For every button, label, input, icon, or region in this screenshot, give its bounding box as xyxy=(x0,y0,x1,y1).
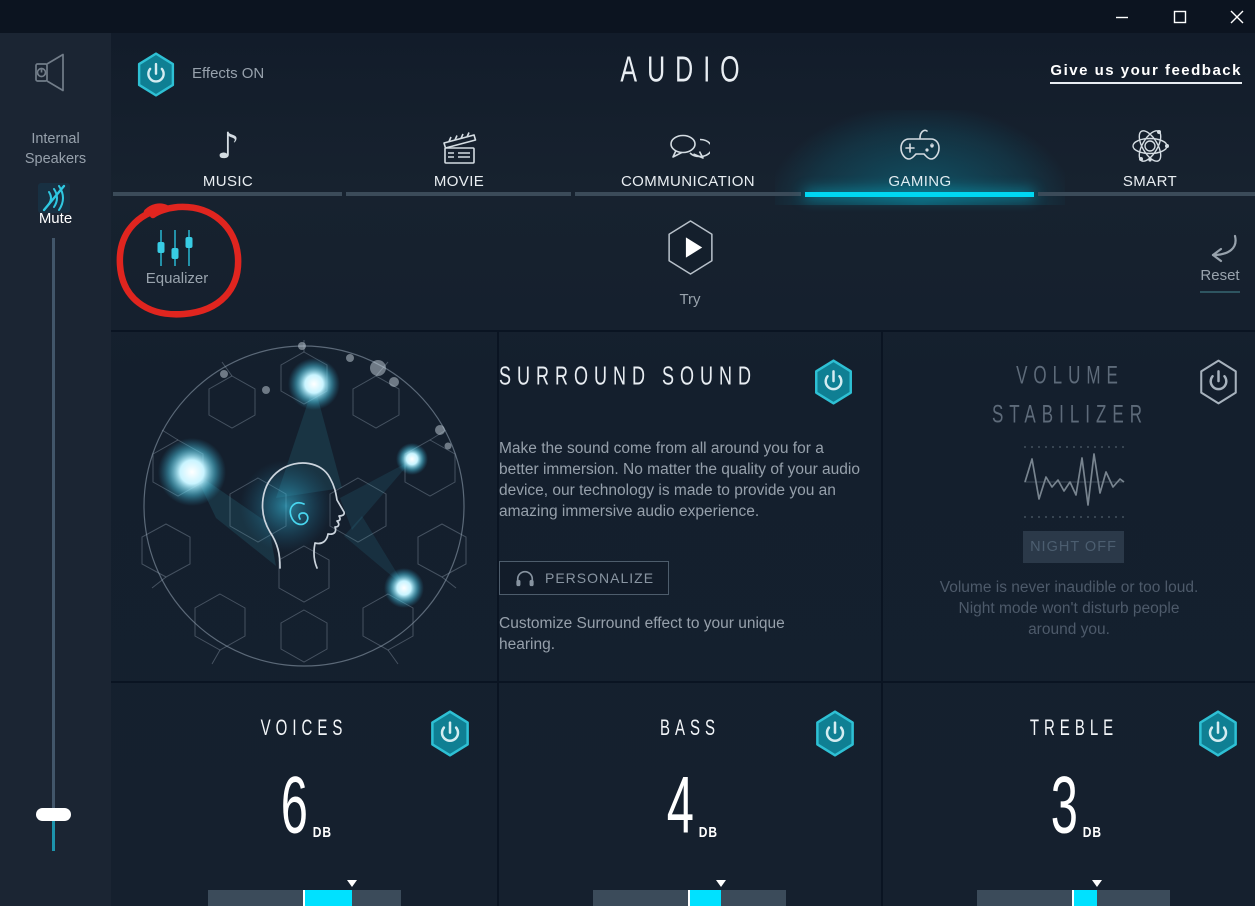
personalize-hint: Customize Surround effect to your unique… xyxy=(499,615,785,653)
divider-vertical-right xyxy=(881,330,883,906)
waveform-icon xyxy=(1024,446,1125,518)
device-name-label: Internal Speakers xyxy=(24,131,87,167)
minimize-icon xyxy=(1116,16,1128,18)
speaker-device-button[interactable] xyxy=(29,51,79,95)
tab-music[interactable]: ♪ MUSIC xyxy=(202,126,254,191)
bass-power-button[interactable] xyxy=(812,710,858,757)
device-sidebar: Internal Speakers Mute xyxy=(0,33,112,906)
close-icon xyxy=(1230,10,1244,23)
voices-slider[interactable] xyxy=(208,880,401,906)
power-icon xyxy=(137,52,175,97)
tab-underline-gaming xyxy=(805,192,1034,197)
chat-bubbles-icon xyxy=(666,125,710,167)
divider-horizontal-bottom xyxy=(111,681,1255,683)
slider-center-mark xyxy=(688,890,690,906)
effects-toggle-label: Effects ON xyxy=(192,65,265,82)
volume-slider-fill xyxy=(52,814,55,851)
try-label: Try xyxy=(679,291,701,308)
equalizer-button[interactable] xyxy=(152,228,198,268)
voices-power-button[interactable] xyxy=(427,710,473,757)
tab-underline-music xyxy=(113,192,342,196)
reset-button[interactable] xyxy=(1202,234,1240,264)
slider-handle-triangle[interactable] xyxy=(1091,880,1102,887)
treble-slider[interactable] xyxy=(977,880,1170,906)
page-title: AUDIO xyxy=(620,49,750,91)
slider-center-mark xyxy=(1072,890,1074,906)
surround-title: SURROUND SOUND xyxy=(499,361,758,391)
divider-vertical-left xyxy=(497,330,499,906)
gamepad-icon xyxy=(897,125,943,167)
tab-smart[interactable]: SMART xyxy=(1045,108,1255,196)
speaker-icon xyxy=(35,53,64,92)
reset-label: Reset xyxy=(1200,267,1240,284)
reset-underline xyxy=(1200,291,1240,293)
bass-title: BASS xyxy=(659,716,721,741)
headphones-icon xyxy=(516,570,534,587)
feedback-link[interactable]: Give us your feedback xyxy=(1050,62,1242,84)
tab-gaming[interactable]: GAMING xyxy=(815,108,1025,196)
mute-button[interactable] xyxy=(33,179,75,217)
slider-fill xyxy=(689,890,721,906)
close-button[interactable] xyxy=(1220,4,1254,29)
mute-label: Mute xyxy=(38,210,73,227)
minimize-button[interactable] xyxy=(1105,4,1139,29)
divider-horizontal-top xyxy=(111,330,1255,332)
volume-slider-track[interactable] xyxy=(52,238,55,851)
stabilizer-power-button[interactable] xyxy=(1196,359,1241,405)
tab-underline-movie xyxy=(346,192,571,196)
clapperboard-icon xyxy=(438,125,480,167)
power-icon xyxy=(1199,710,1237,757)
treble-power-button[interactable] xyxy=(1195,710,1241,757)
try-button[interactable] xyxy=(663,219,718,276)
personalize-label: PERSONALIZE xyxy=(545,570,655,586)
volume-slider-handle[interactable] xyxy=(36,808,71,821)
tab-movie[interactable]: MOVIE xyxy=(354,108,564,196)
music-note-icon: ♪ xyxy=(216,126,240,167)
surround-description: Make the sound come from all around you … xyxy=(499,440,860,520)
tab-underline-smart xyxy=(1038,192,1255,196)
annotation-red-circle xyxy=(116,203,242,318)
mute-icon xyxy=(38,183,70,213)
voices-title: VOICES xyxy=(260,716,348,741)
effects-toggle-button[interactable] xyxy=(134,52,178,97)
maximize-button[interactable] xyxy=(1163,4,1197,29)
power-icon xyxy=(431,710,469,757)
slider-center-mark xyxy=(303,890,305,906)
power-icon xyxy=(1200,359,1237,405)
bass-slider[interactable] xyxy=(593,880,786,906)
atom-icon xyxy=(1128,125,1172,167)
tab-communication[interactable]: COMMUNICATION xyxy=(583,108,793,196)
reset-arrow-icon xyxy=(1211,234,1237,263)
power-icon xyxy=(816,710,854,757)
maximize-icon xyxy=(1173,10,1187,23)
slider-handle-triangle[interactable] xyxy=(715,880,726,887)
night-mode-button[interactable]: NIGHT OFF xyxy=(1023,531,1124,563)
slider-fill xyxy=(304,890,352,906)
play-hexagon-icon xyxy=(668,220,713,275)
power-icon xyxy=(815,359,852,405)
voices-value: 6 DB xyxy=(280,759,333,850)
gaming-tab-glow xyxy=(775,110,1065,205)
equalizer-icon xyxy=(157,230,193,266)
stabilizer-title: VOLUME STABILIZER xyxy=(991,361,1149,429)
slider-handle-triangle[interactable] xyxy=(346,880,357,887)
titlebar xyxy=(0,0,1255,33)
equalizer-label: Equalizer xyxy=(145,270,209,287)
treble-title: TREBLE xyxy=(1029,716,1119,741)
personalize-button[interactable]: PERSONALIZE xyxy=(499,561,670,595)
surround-power-button[interactable] xyxy=(811,359,856,405)
treble-value: 3 DB xyxy=(1050,759,1103,850)
surround-sphere-graphic xyxy=(141,340,467,667)
stabilizer-description: Volume is never inaudible or too loud. N… xyxy=(939,579,1199,638)
slider-fill xyxy=(1073,890,1097,906)
tab-underline-communication xyxy=(575,192,801,196)
bass-value: 4 DB xyxy=(666,759,719,850)
